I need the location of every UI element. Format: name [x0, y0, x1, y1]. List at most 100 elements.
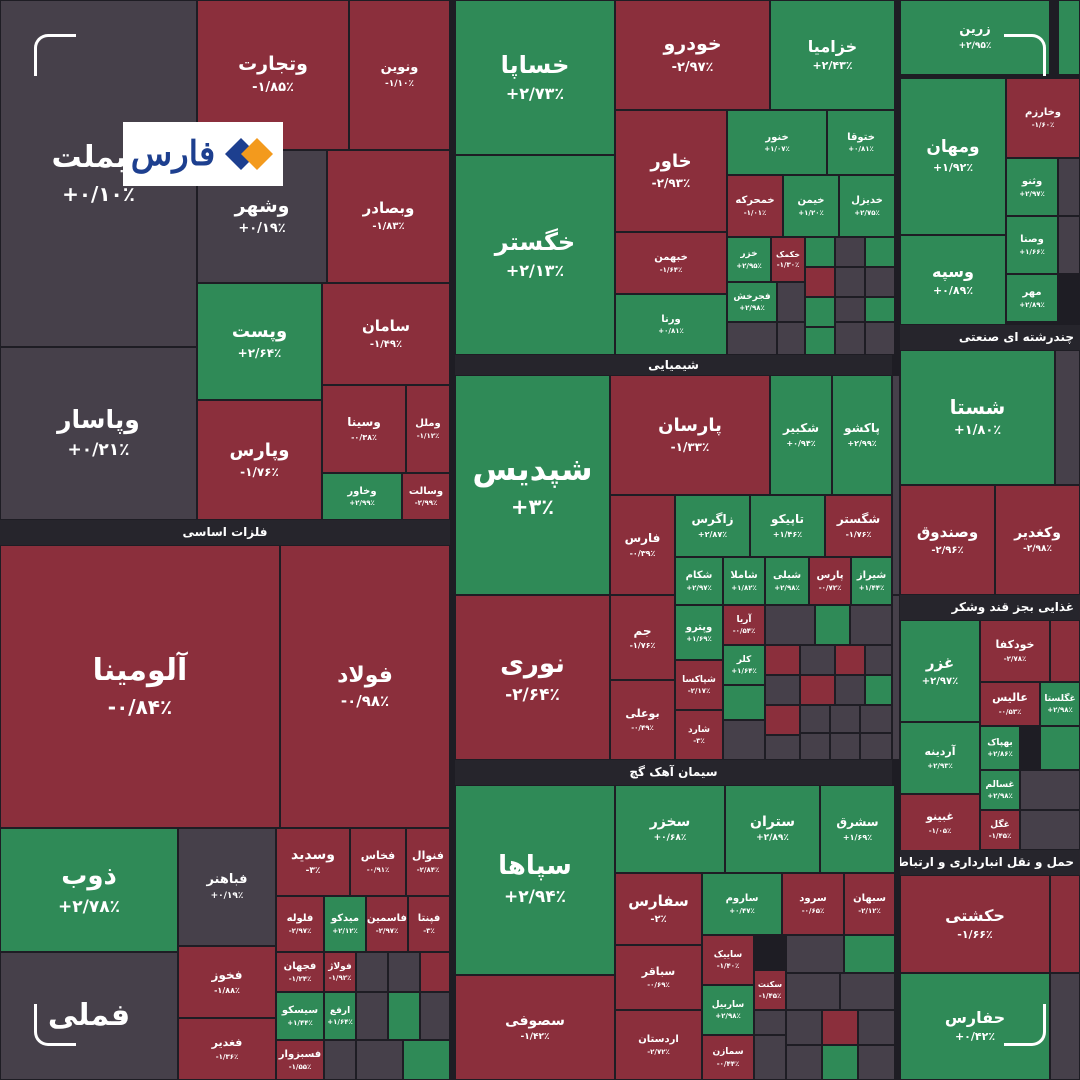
treemap-tile[interactable]: شپدیس +۳٪ [455, 375, 610, 595]
treemap-small-tile[interactable] [1050, 875, 1080, 973]
treemap-tile[interactable]: آریا -۰/۵۴٪ [723, 605, 765, 645]
treemap-tile[interactable]: شستا +۱/۸۰٪ [900, 350, 1055, 485]
treemap-tile[interactable]: فباهنر +۰/۱۹٪ [178, 828, 276, 946]
treemap-small-tile[interactable] [1050, 620, 1080, 682]
treemap-tile[interactable]: سپاها +۲/۹۴٪ [455, 785, 615, 975]
treemap-small-tile[interactable] [800, 733, 830, 760]
treemap-tile[interactable]: غسالم +۲/۹۸٪ [980, 770, 1020, 810]
treemap-tile[interactable]: ساربیل +۲/۹۸٪ [702, 985, 754, 1035]
treemap-small-tile[interactable] [805, 327, 835, 355]
treemap-small-tile[interactable] [765, 645, 800, 675]
treemap-tile[interactable]: فخاس -۰/۹۱٪ [350, 828, 406, 896]
treemap-small-tile[interactable] [420, 992, 450, 1040]
treemap-small-tile[interactable] [865, 322, 895, 355]
treemap-tile[interactable]: حفارس +۰/۴۲٪ [900, 973, 1050, 1080]
treemap-small-tile[interactable] [860, 733, 892, 760]
treemap-tile[interactable]: خیمن +۱/۲۰٪ [783, 175, 839, 237]
treemap-tile[interactable]: ساروم +۰/۴۷٪ [702, 873, 782, 935]
treemap-tile[interactable]: وپارس -۱/۷۶٪ [197, 400, 322, 520]
treemap-tile[interactable]: ورنا +۰/۸۱٪ [615, 294, 727, 355]
treemap-tile[interactable]: شکبیر +۰/۹۴٪ [770, 375, 832, 495]
treemap-tile[interactable]: سامان -۱/۴۹٪ [322, 283, 450, 385]
treemap-tile[interactable]: وپاسار +۰/۲۱٪ [0, 347, 197, 520]
treemap-tile[interactable]: خنور +۱/۰۷٪ [727, 110, 827, 175]
treemap-small-tile[interactable] [822, 1045, 858, 1080]
treemap-small-tile[interactable] [786, 1010, 822, 1045]
treemap-tile[interactable]: شارد -۳٪ [675, 710, 723, 760]
treemap-tile[interactable]: وسدید -۳٪ [276, 828, 350, 896]
treemap-small-tile[interactable] [723, 685, 765, 720]
treemap-tile[interactable]: شپاکسا -۲/۱۷٪ [675, 660, 723, 710]
treemap-tile[interactable]: فجهان -۱/۲۴٪ [276, 952, 324, 992]
treemap-small-tile[interactable] [830, 733, 860, 760]
treemap-small-tile[interactable] [727, 322, 777, 355]
treemap-small-tile[interactable] [420, 952, 450, 992]
treemap-small-tile[interactable] [860, 705, 892, 733]
treemap-tile[interactable]: شیراز +۱/۴۴٪ [851, 557, 892, 605]
treemap-tile[interactable]: آردینه +۲/۹۳٪ [900, 722, 980, 794]
treemap-tile[interactable]: وسالت -۲/۹۹٪ [402, 473, 450, 520]
treemap-tile[interactable]: خبهمن -۱/۶۴٪ [615, 232, 727, 294]
treemap-small-tile[interactable] [858, 1010, 895, 1045]
treemap-small-tile[interactable] [356, 1040, 403, 1080]
treemap-small-tile[interactable] [1058, 0, 1080, 75]
treemap-small-tile[interactable] [786, 973, 840, 1010]
treemap-tile[interactable]: حکشتی -۱/۶۶٪ [900, 875, 1050, 973]
treemap-tile[interactable]: فلوله -۲/۹۷٪ [276, 896, 324, 952]
treemap-tile[interactable]: فارس -۰/۳۹٪ [610, 495, 675, 595]
treemap-small-tile[interactable] [723, 720, 765, 760]
treemap-small-tile[interactable] [1020, 810, 1080, 850]
treemap-small-tile[interactable] [403, 1040, 450, 1080]
treemap-tile[interactable]: جم -۱/۷۶٪ [610, 595, 675, 680]
treemap-tile[interactable]: غگل -۱/۴۵٪ [980, 810, 1020, 850]
treemap-small-tile[interactable] [800, 705, 830, 733]
treemap-tile[interactable]: بهپاک +۲/۸۶٪ [980, 726, 1020, 770]
treemap-tile[interactable]: پارسان -۱/۳۳٪ [610, 375, 770, 495]
treemap-tile[interactable]: سفارس -۲٪ [615, 873, 702, 945]
treemap-small-tile[interactable] [765, 605, 815, 645]
treemap-tile[interactable]: ونوین -۱/۱۰٪ [349, 0, 450, 150]
treemap-tile[interactable]: سمازن -۰/۴۴٪ [702, 1035, 754, 1080]
treemap-small-tile[interactable] [754, 1035, 786, 1080]
treemap-tile[interactable]: تاپیکو +۱/۴۶٪ [750, 495, 825, 557]
treemap-small-tile[interactable] [1058, 158, 1080, 216]
treemap-tile[interactable]: مهر +۲/۸۹٪ [1006, 274, 1058, 322]
treemap-small-tile[interactable] [892, 375, 900, 595]
treemap-small-tile[interactable] [865, 297, 895, 322]
treemap-small-tile[interactable] [865, 237, 895, 267]
treemap-tile[interactable]: سباقر -۰/۶۹٪ [615, 945, 702, 1010]
treemap-tile[interactable]: خاور -۲/۹۳٪ [615, 110, 727, 232]
treemap-tile[interactable]: غبینو -۱/۰۵٪ [900, 794, 980, 852]
treemap-small-tile[interactable] [765, 705, 800, 735]
treemap-small-tile[interactable] [754, 1010, 786, 1035]
treemap-tile[interactable]: وپترو +۱/۶۹٪ [675, 605, 723, 660]
treemap-tile[interactable]: وبصادر -۱/۸۳٪ [327, 150, 450, 283]
treemap-tile[interactable]: وثنو +۲/۹۷٪ [1006, 158, 1058, 216]
treemap-tile[interactable]: شبلی +۲/۹۸٪ [765, 557, 809, 605]
treemap-tile[interactable]: وبملت +۰/۱۰٪ [0, 0, 197, 347]
treemap-tile[interactable]: ختوقا +۰/۸۱٪ [827, 110, 895, 175]
treemap-tile[interactable]: خزامیا +۲/۴۳٪ [770, 0, 895, 110]
treemap-tile[interactable]: ساییک -۱/۴۰٪ [702, 935, 754, 985]
treemap-tile[interactable]: ارفع +۱/۶۴٪ [324, 992, 356, 1040]
treemap-small-tile[interactable] [850, 605, 892, 645]
treemap-small-tile[interactable] [765, 735, 800, 760]
treemap-small-tile[interactable] [822, 1010, 858, 1045]
treemap-tile[interactable]: آلومینا -۰/۸۴٪ [0, 545, 280, 828]
treemap-tile[interactable]: سیسکو +۱/۴۴٪ [276, 992, 324, 1040]
treemap-small-tile[interactable] [892, 595, 900, 760]
treemap-small-tile[interactable] [777, 322, 805, 355]
treemap-tile[interactable]: بوعلی -۰/۴۹٪ [610, 680, 675, 760]
treemap-tile[interactable]: خزر +۲/۹۵٪ [727, 237, 771, 282]
treemap-small-tile[interactable] [835, 675, 865, 705]
treemap-small-tile[interactable] [830, 705, 860, 733]
treemap-tile[interactable]: وکغدیر -۲/۹۸٪ [995, 485, 1080, 595]
treemap-tile[interactable]: خودکفا -۲/۷۸٪ [980, 620, 1050, 682]
treemap-tile[interactable]: نوری -۲/۶۴٪ [455, 595, 610, 760]
treemap-tile[interactable]: سبهان -۲/۱۲٪ [844, 873, 895, 935]
treemap-tile[interactable]: وسینا -۰/۳۸٪ [322, 385, 406, 473]
treemap-tile[interactable]: خدیزل +۲/۷۵٪ [839, 175, 895, 237]
treemap-tile[interactable]: فسبزوار -۱/۵۵٪ [276, 1040, 324, 1080]
treemap-tile[interactable]: سرود -۰/۶۵٪ [782, 873, 844, 935]
treemap-tile[interactable]: وپست +۲/۶۴٪ [197, 283, 322, 400]
